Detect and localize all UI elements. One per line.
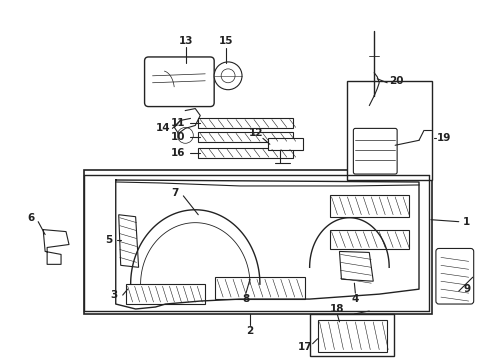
Text: 17: 17	[297, 342, 312, 352]
Bar	[198, 148, 293, 158]
Bar	[125, 284, 205, 304]
Text: 6: 6	[27, 213, 35, 223]
Text: 9: 9	[463, 284, 470, 294]
Circle shape	[214, 62, 242, 90]
Bar	[215, 277, 305, 299]
Text: 4: 4	[352, 294, 359, 304]
Circle shape	[221, 69, 235, 83]
Bar	[310, 314, 394, 356]
Polygon shape	[340, 251, 373, 281]
Text: 3: 3	[110, 290, 118, 300]
Text: 1: 1	[463, 217, 470, 227]
Text: 2: 2	[246, 326, 254, 336]
FancyBboxPatch shape	[145, 57, 214, 107]
Text: 20: 20	[389, 76, 403, 86]
Text: 5: 5	[105, 234, 112, 244]
Circle shape	[177, 127, 193, 143]
Text: 14: 14	[156, 123, 171, 134]
Bar	[198, 132, 293, 142]
Text: 12: 12	[249, 129, 263, 138]
Text: 13: 13	[179, 36, 194, 46]
Text: 11: 11	[171, 118, 186, 129]
Text: 16: 16	[171, 148, 186, 158]
Text: 8: 8	[243, 294, 249, 304]
Bar	[329, 230, 409, 249]
Bar	[329, 195, 409, 217]
Text: 18: 18	[330, 304, 345, 314]
Bar	[347, 81, 432, 180]
FancyBboxPatch shape	[353, 129, 397, 174]
Bar	[84, 170, 432, 314]
Text: 15: 15	[219, 36, 233, 46]
Bar	[268, 138, 303, 150]
Bar	[198, 118, 293, 129]
Text: 7: 7	[172, 188, 179, 198]
Bar	[318, 320, 387, 352]
Text: 10: 10	[171, 132, 186, 142]
Polygon shape	[119, 215, 139, 267]
FancyBboxPatch shape	[436, 248, 474, 304]
Text: 19: 19	[437, 133, 451, 143]
